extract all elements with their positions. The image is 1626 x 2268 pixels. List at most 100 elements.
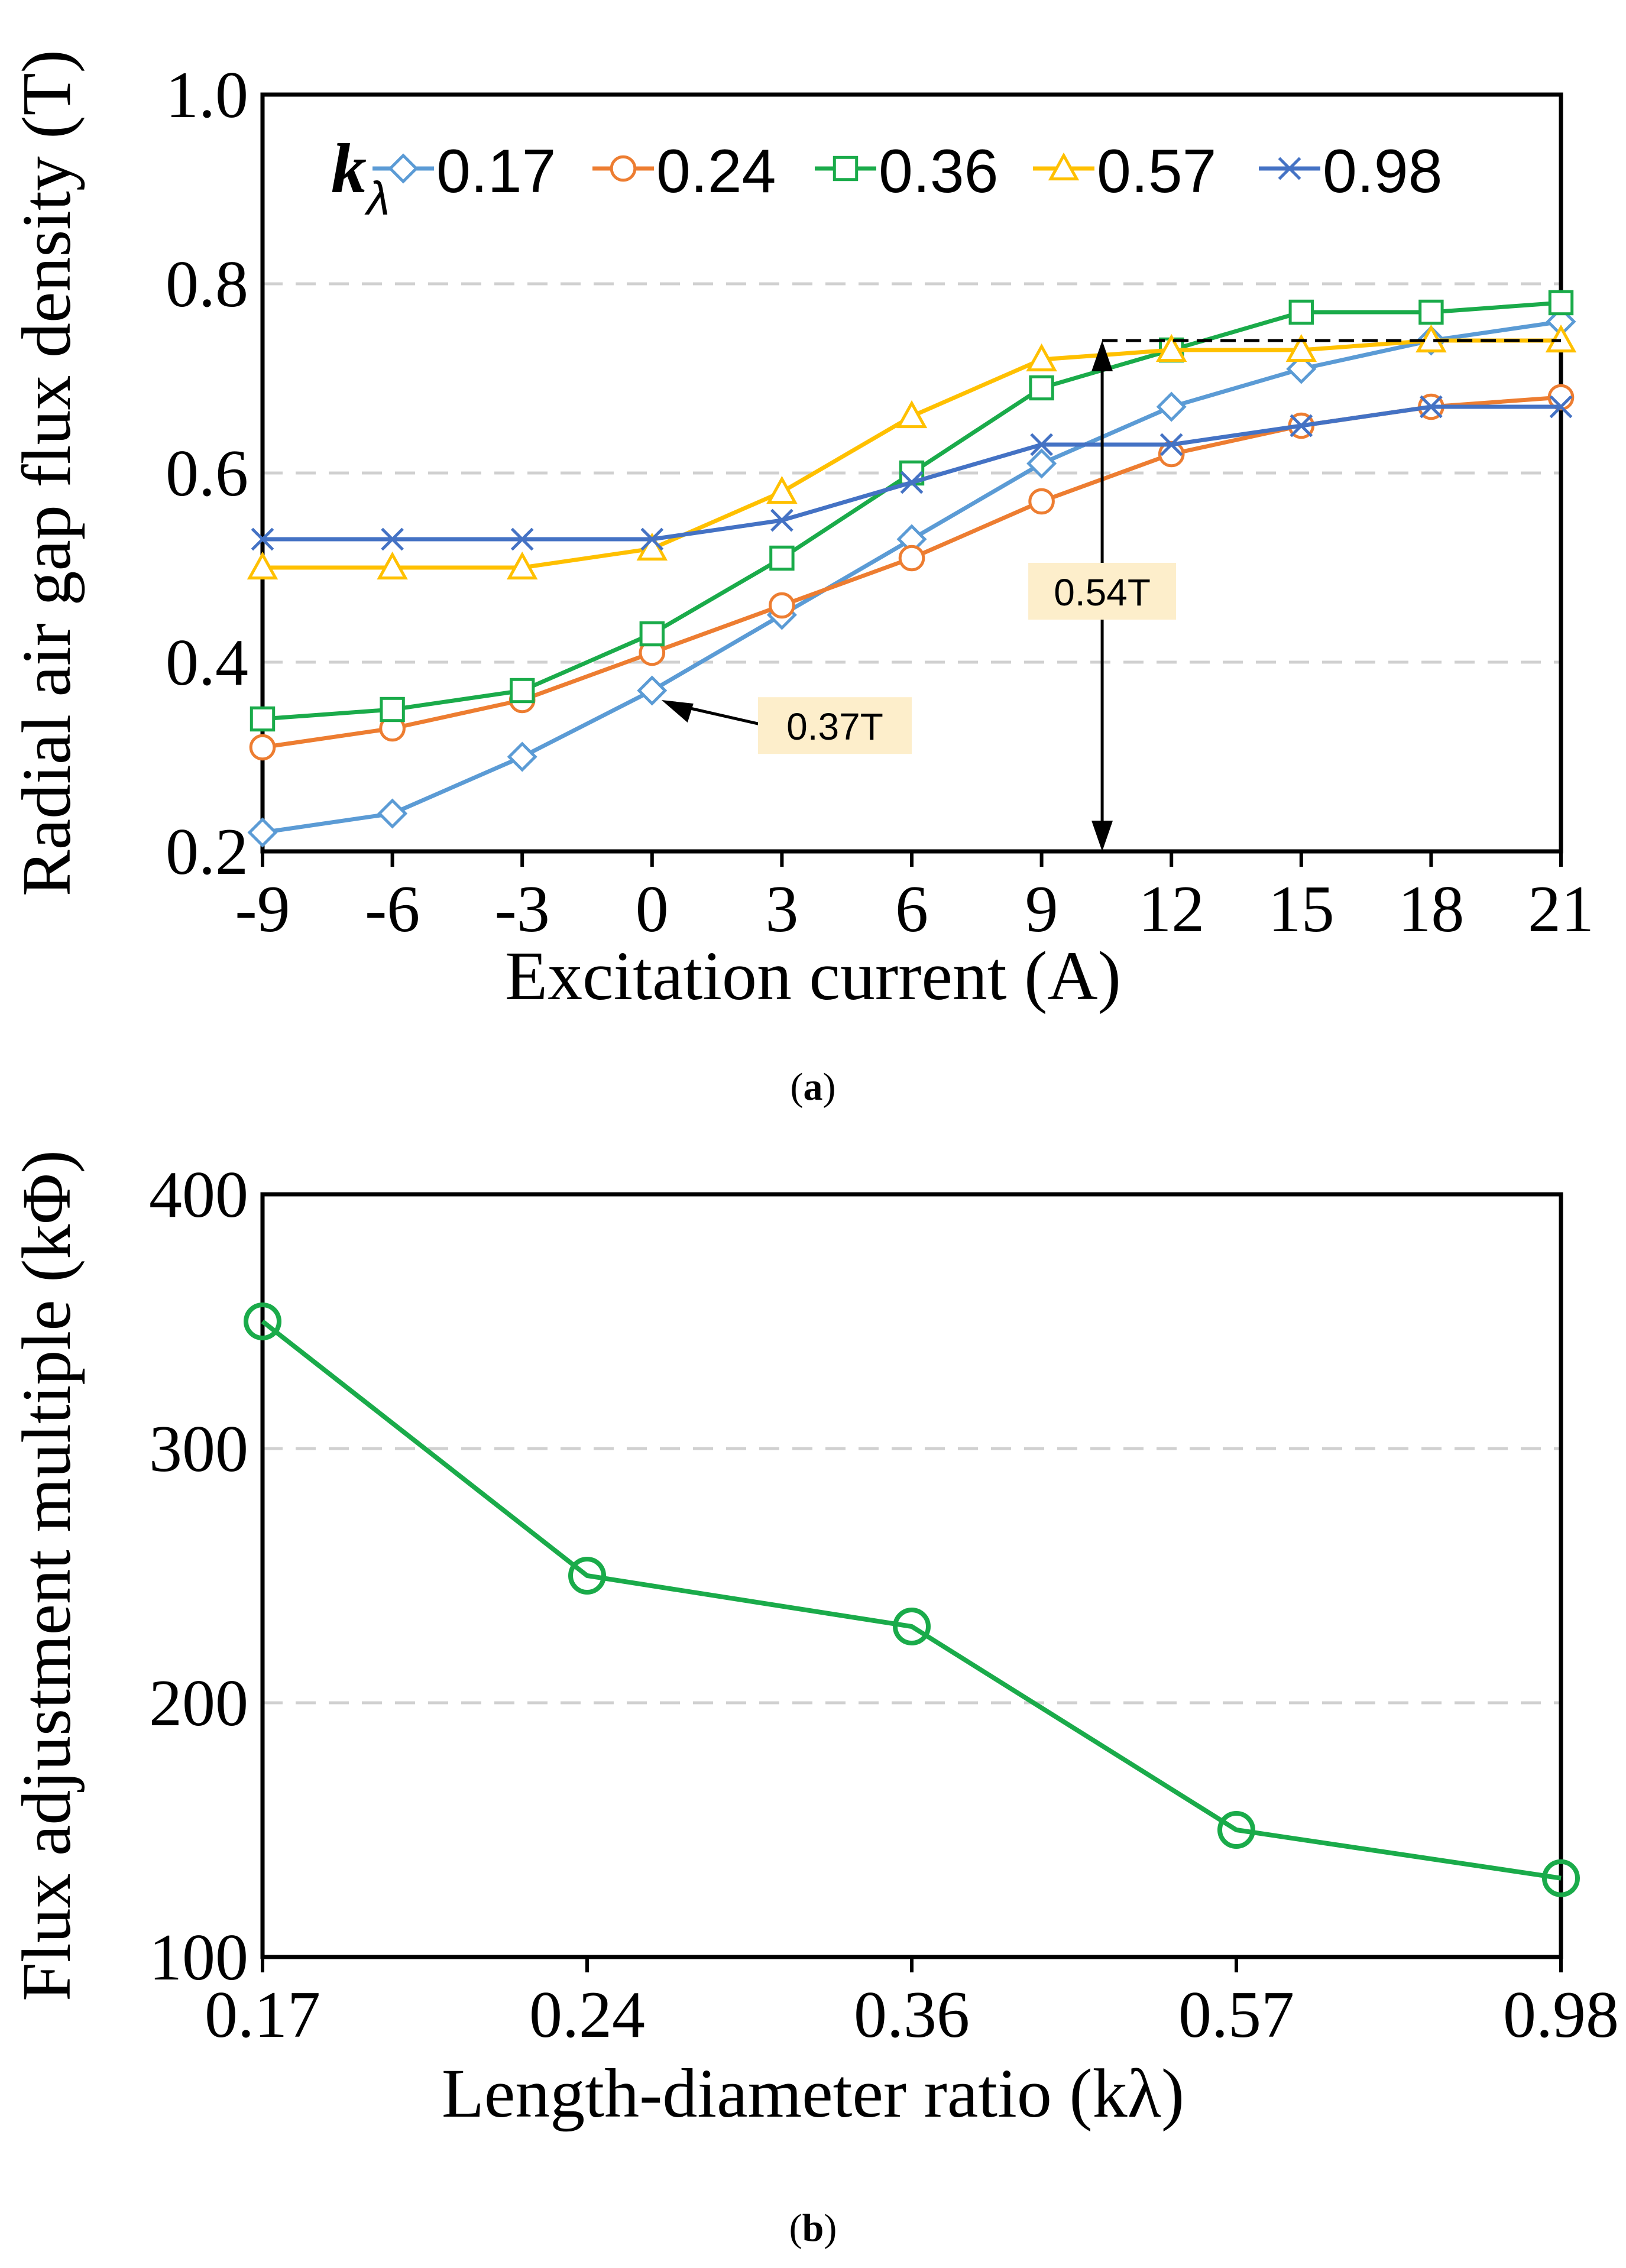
legend-item-0.98: 0.98 bbox=[1259, 137, 1442, 206]
legend-item-0.24: 0.24 bbox=[592, 137, 776, 206]
chart-a: 0.54T 0.37T 0.2 0.4 0.6 0.8 1.0 -9 -6 -3 0 3 6 9 12 1… bbox=[8, 50, 1594, 1109]
series-line bbox=[262, 300, 1562, 721]
data-point bbox=[381, 527, 404, 551]
data-point bbox=[769, 592, 795, 619]
chart-a-legend: kλ 0.17 0.24 0.36 0.57 0.98 bbox=[331, 129, 1442, 225]
chart-b-gridlines bbox=[263, 1447, 1561, 1705]
annotation-arrow-shaft bbox=[685, 705, 762, 726]
chart-b-panel-letter: b bbox=[802, 2207, 824, 2250]
chart-a-series-0.98 bbox=[251, 395, 1573, 551]
legend-label: 0.57 bbox=[1097, 137, 1216, 206]
annotation-arrow-head-down bbox=[1091, 821, 1113, 851]
y-tick-label: 0.8 bbox=[166, 248, 248, 321]
data-point bbox=[770, 508, 793, 532]
data-point bbox=[1286, 354, 1317, 384]
data-point bbox=[900, 471, 924, 494]
data-point bbox=[898, 545, 925, 572]
chart-b-series bbox=[244, 1303, 1580, 1897]
data-point bbox=[568, 1557, 606, 1595]
data-point bbox=[1026, 343, 1057, 372]
x-tick-label: 0.57 bbox=[1178, 1978, 1294, 2052]
data-point bbox=[251, 527, 274, 551]
chart-b-y-ticks: 100 200 300 400 bbox=[149, 1158, 248, 1994]
data-point bbox=[377, 551, 408, 580]
data-point bbox=[1288, 299, 1314, 325]
y-tick-label: 0.2 bbox=[166, 815, 248, 889]
x-tick-label: 6 bbox=[895, 873, 928, 946]
chart-b-x-ticks: 0.17 0.24 0.36 0.57 0.98 bbox=[205, 1957, 1619, 2052]
legend-label: 0.98 bbox=[1323, 137, 1442, 206]
chart-a-panel-label: (a) bbox=[791, 1065, 836, 1109]
annotation-box bbox=[758, 697, 912, 754]
data-point bbox=[1285, 333, 1317, 362]
legend-marker bbox=[1048, 152, 1080, 181]
legend-item-0.57: 0.57 bbox=[1033, 137, 1216, 206]
chart-b-y-axis-title: Flux adjustment multiple (kΦ) bbox=[8, 1150, 85, 2001]
x-tick-label: 0.98 bbox=[1503, 1978, 1619, 2052]
x-tick-label: -9 bbox=[235, 873, 290, 946]
data-point bbox=[1158, 440, 1185, 468]
y-tick-label: 300 bbox=[149, 1412, 248, 1486]
chart-a-annotations: 0.54T 0.37T bbox=[661, 339, 1561, 851]
chart-a-x-axis-title: Excitation current (A) bbox=[505, 937, 1121, 1015]
data-point bbox=[506, 551, 538, 580]
data-point bbox=[1290, 414, 1313, 438]
chart-a-series-0.17 bbox=[247, 306, 1576, 848]
chart-a-y-ticks: 0.2 0.4 0.6 0.8 1.0 bbox=[166, 59, 248, 889]
data-point bbox=[1028, 488, 1055, 515]
data-point bbox=[507, 741, 537, 772]
chart-b-plot-frame bbox=[260, 1192, 1563, 1959]
x-tick-label: 15 bbox=[1268, 873, 1335, 946]
x-tick-label: 0.24 bbox=[529, 1978, 645, 2052]
legend-title: kλ bbox=[331, 129, 390, 225]
legend-label: 0.36 bbox=[879, 137, 998, 206]
x-tick-label: 18 bbox=[1398, 873, 1464, 946]
data-point bbox=[1547, 384, 1575, 411]
legend-title-k: k bbox=[331, 129, 367, 208]
annotation-arrow-head-up bbox=[1091, 341, 1113, 371]
data-point bbox=[510, 527, 534, 551]
legend-label: 0.17 bbox=[436, 137, 556, 206]
legend-label: 0.24 bbox=[656, 137, 776, 206]
legend-marker bbox=[388, 153, 419, 184]
y-tick-label: 0.4 bbox=[166, 626, 248, 699]
x-tick-label: 9 bbox=[1025, 873, 1058, 946]
x-tick-label: 0 bbox=[636, 873, 669, 946]
chart-a-panel-letter: a bbox=[804, 1065, 823, 1109]
legend-title-sub: λ bbox=[364, 172, 390, 225]
legend-marker bbox=[833, 155, 859, 182]
legend-marker bbox=[610, 155, 637, 182]
series-line bbox=[262, 395, 1562, 750]
x-tick-label: 12 bbox=[1138, 873, 1204, 946]
data-point bbox=[1549, 395, 1573, 419]
data-point bbox=[639, 621, 665, 647]
data-point bbox=[377, 798, 408, 829]
data-point bbox=[766, 475, 798, 504]
y-tick-label: 200 bbox=[149, 1667, 248, 1740]
data-point bbox=[247, 551, 278, 580]
data-point bbox=[1156, 391, 1187, 422]
annotation-arrow-head bbox=[661, 700, 694, 722]
series-line bbox=[262, 319, 1562, 835]
x-tick-label: 3 bbox=[765, 873, 798, 946]
y-tick-label: 1.0 bbox=[166, 59, 248, 132]
data-point bbox=[1030, 433, 1053, 456]
legend-marker bbox=[1278, 157, 1301, 180]
data-point bbox=[769, 545, 795, 571]
data-point bbox=[1155, 333, 1187, 362]
annotation-box bbox=[1028, 563, 1177, 620]
chart-a-series-0.36 bbox=[250, 290, 1574, 732]
chart-b-series bbox=[244, 1303, 1580, 1897]
data-point bbox=[1159, 433, 1183, 456]
x-tick-label: 0.36 bbox=[854, 1978, 970, 2052]
chart-a-y-axis-title: Radial air gap flux density (T) bbox=[8, 50, 85, 896]
data-point bbox=[244, 1303, 281, 1340]
data-point bbox=[380, 696, 405, 722]
data-point bbox=[249, 734, 276, 761]
data-point bbox=[640, 527, 664, 551]
chart-a-x-ticks: -9 -6 -3 0 3 6 9 12 15 18 21 bbox=[235, 851, 1594, 946]
data-point bbox=[1548, 290, 1574, 316]
x-tick-label: 0.17 bbox=[205, 1978, 320, 2052]
y-tick-label: 400 bbox=[149, 1158, 248, 1232]
